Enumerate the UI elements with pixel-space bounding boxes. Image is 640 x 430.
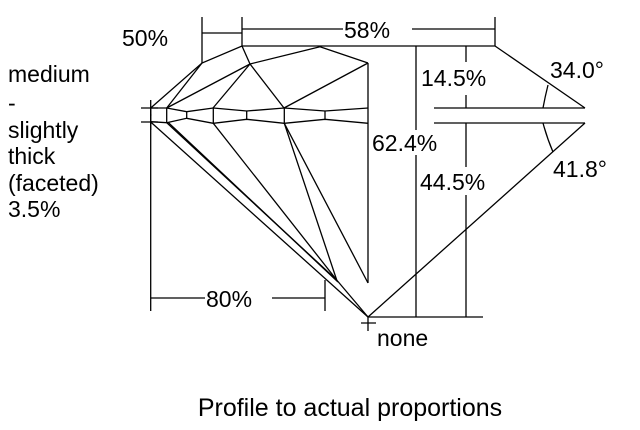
girdle-label-line: (faceted)	[8, 170, 99, 196]
pavilion-outline	[150, 121, 369, 318]
star-facet	[319, 46, 369, 64]
crown-facet	[249, 63, 285, 109]
crown-angle-label: 34.0°	[550, 57, 604, 83]
culet-plus-mark	[361, 317, 376, 331]
girdle-label-line: thick	[8, 143, 56, 169]
lower-half-label: 80%	[206, 286, 252, 312]
girdle-plus-mark	[141, 114, 158, 130]
girdle-label-line: 3.5%	[8, 196, 60, 222]
crown-height-label: 14.5%	[421, 65, 486, 91]
culet-label: none	[377, 325, 428, 351]
pavilion-facet	[283, 122, 369, 284]
pavilion-facet	[212, 122, 338, 281]
crown-facet	[283, 62, 369, 109]
total-depth-label: 62.4%	[372, 130, 437, 156]
star-length-label: 50%	[122, 25, 168, 51]
girdle-label-line: slightly	[8, 117, 79, 143]
pavilion-angle-arc	[542, 122, 554, 153]
girdle-top	[150, 107, 369, 113]
girdle-label-line: medium	[8, 61, 90, 87]
girdle-bottom	[150, 117, 369, 124]
pavilion-outline	[367, 122, 586, 318]
pavilion-facet	[336, 279, 369, 318]
star-facet	[241, 45, 251, 65]
crown-angle-arc	[542, 84, 549, 109]
crown-facet	[166, 62, 203, 109]
table-width-label: 58%	[344, 17, 390, 43]
crown-facet	[166, 63, 251, 109]
star-facet	[249, 46, 321, 65]
caption: Profile to actual proportions	[198, 394, 502, 422]
labels: 50% 58% 14.5% 34.0° 62.4% 44.5% 41.8° 80…	[8, 17, 607, 422]
crown-facet	[212, 63, 251, 109]
dimension-lines	[141, 17, 496, 331]
pavilion-facet	[283, 123, 338, 281]
diamond-profile	[150, 45, 586, 318]
pavilion-depth-label: 44.5%	[420, 169, 485, 195]
pavilion-angle-label: 41.8°	[553, 156, 607, 182]
girdle-label-line: -	[8, 90, 16, 116]
girdle-plus-mark	[141, 100, 158, 116]
pavilion-facet	[168, 122, 339, 283]
